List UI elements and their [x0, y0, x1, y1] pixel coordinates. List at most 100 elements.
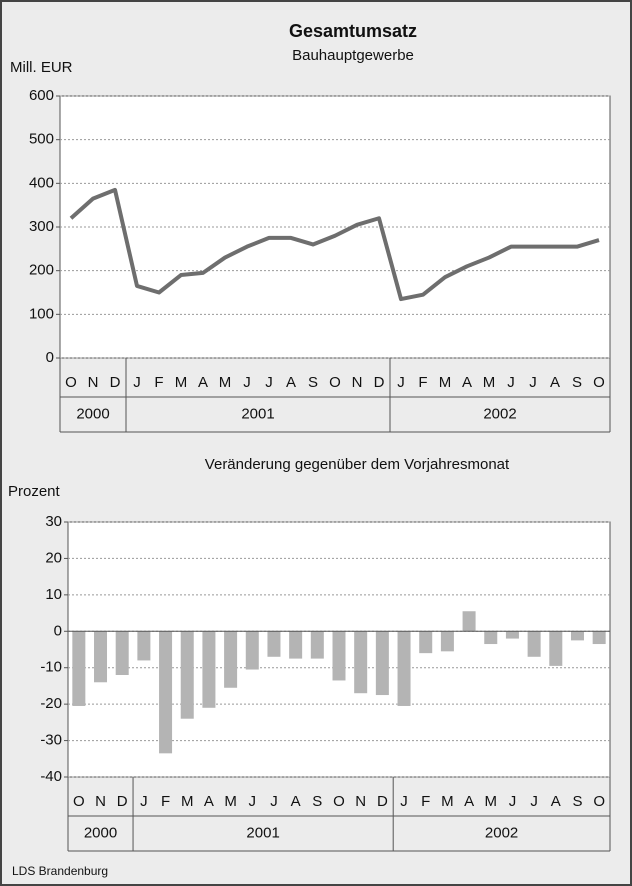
bar: [549, 631, 563, 666]
y-tick-label: 600: [29, 87, 54, 104]
bar: [137, 631, 151, 661]
x-tick-label: J: [529, 374, 537, 391]
x-tick-label: M: [219, 374, 232, 391]
x-tick-label: N: [88, 374, 99, 391]
x-tick-label: S: [308, 374, 318, 391]
bar: [94, 631, 108, 683]
y-tick-label: 30: [45, 513, 62, 530]
y-tick-label: 300: [29, 218, 54, 235]
y-tick-label: -40: [40, 768, 62, 785]
x-tick-label: A: [291, 793, 301, 810]
x-tick-label: F: [421, 793, 430, 810]
chart-title: Gesamtumsatz: [289, 21, 417, 41]
group-label: 2001: [246, 824, 279, 841]
bar: [72, 631, 86, 706]
group-label: 2002: [483, 405, 516, 422]
bar: [202, 631, 216, 708]
line-series: [69, 187, 600, 302]
bar: [224, 631, 238, 688]
y-tick-label: 0: [46, 349, 54, 366]
x-tick-label: A: [551, 793, 561, 810]
x-tick-label: D: [117, 793, 128, 810]
x-tick-label: A: [204, 793, 214, 810]
y-tick-label: 20: [45, 549, 62, 566]
x-tick-label: D: [377, 793, 388, 810]
x-tick-label: J: [530, 793, 538, 810]
y-tick-label: 400: [29, 174, 54, 191]
bar: [592, 631, 606, 645]
x-tick-label: J: [249, 793, 257, 810]
x-tick-label: J: [397, 374, 405, 391]
x-tick-label: A: [550, 374, 560, 391]
y-tick-label: -10: [40, 659, 62, 676]
x-tick-label: J: [133, 374, 141, 391]
y-tick-label: 500: [29, 131, 54, 148]
x-tick-label: F: [161, 793, 170, 810]
bar: [419, 631, 433, 654]
x-tick-label: A: [464, 793, 474, 810]
x-tick-label: F: [418, 374, 427, 391]
x-tick-label: M: [441, 793, 454, 810]
bar: [570, 631, 584, 641]
x-tick-label: J: [509, 793, 517, 810]
bar: [180, 631, 194, 719]
bar: [397, 631, 411, 706]
x-tick-label: O: [593, 793, 605, 810]
x-tick-label: D: [110, 374, 121, 391]
x-tick-label: S: [312, 793, 322, 810]
chart-subtitle: Bauhauptgewerbe: [292, 47, 414, 64]
x-tick-label: J: [140, 793, 148, 810]
x-tick-label: J: [265, 374, 273, 391]
x-tick-label: M: [181, 793, 194, 810]
x-tick-label: M: [483, 374, 496, 391]
y-axis-label: Mill. EUR: [10, 59, 73, 76]
y-axis-label: Prozent: [8, 483, 61, 500]
x-tick-label: A: [286, 374, 296, 391]
bar: [267, 631, 281, 657]
x-tick-label: N: [95, 793, 106, 810]
y-tick-label: -20: [40, 695, 62, 712]
x-tick-label: O: [65, 374, 77, 391]
x-tick-label: N: [355, 793, 366, 810]
bar: [527, 631, 541, 657]
bar: [375, 631, 389, 696]
x-tick-label: F: [154, 374, 163, 391]
x-tick-label: J: [507, 374, 515, 391]
bar: [310, 631, 324, 659]
x-tick-label: D: [374, 374, 385, 391]
x-tick-label: O: [333, 793, 345, 810]
bar: [505, 631, 519, 639]
bar: [115, 631, 129, 675]
bar: [289, 631, 303, 659]
x-tick-label: J: [270, 793, 278, 810]
group-label: 2000: [76, 405, 109, 422]
group-label: 2002: [485, 824, 518, 841]
chart-title: Veränderung gegenüber dem Vorjahresmonat: [205, 456, 510, 473]
x-tick-label: M: [485, 793, 498, 810]
x-tick-label: J: [243, 374, 251, 391]
x-tick-label: O: [593, 374, 605, 391]
x-tick-label: M: [439, 374, 452, 391]
bar: [245, 631, 259, 670]
x-tick-label: J: [400, 793, 408, 810]
group-label: 2000: [84, 824, 117, 841]
bar: [332, 631, 346, 681]
x-tick-label: S: [572, 793, 582, 810]
x-tick-label: N: [352, 374, 363, 391]
x-tick-label: S: [572, 374, 582, 391]
x-tick-label: A: [462, 374, 472, 391]
x-tick-label: O: [329, 374, 341, 391]
bar: [159, 631, 173, 754]
bar: [354, 631, 368, 694]
bar: [462, 611, 476, 632]
x-tick-label: O: [73, 793, 85, 810]
y-tick-label: 200: [29, 262, 54, 279]
source: LDS Brandenburg: [12, 864, 108, 878]
x-tick-label: A: [198, 374, 208, 391]
x-tick-label: M: [224, 793, 237, 810]
y-tick-label: 10: [45, 586, 62, 603]
bar: [440, 631, 454, 652]
y-tick-label: -30: [40, 732, 62, 749]
y-tick-label: 0: [54, 622, 62, 639]
